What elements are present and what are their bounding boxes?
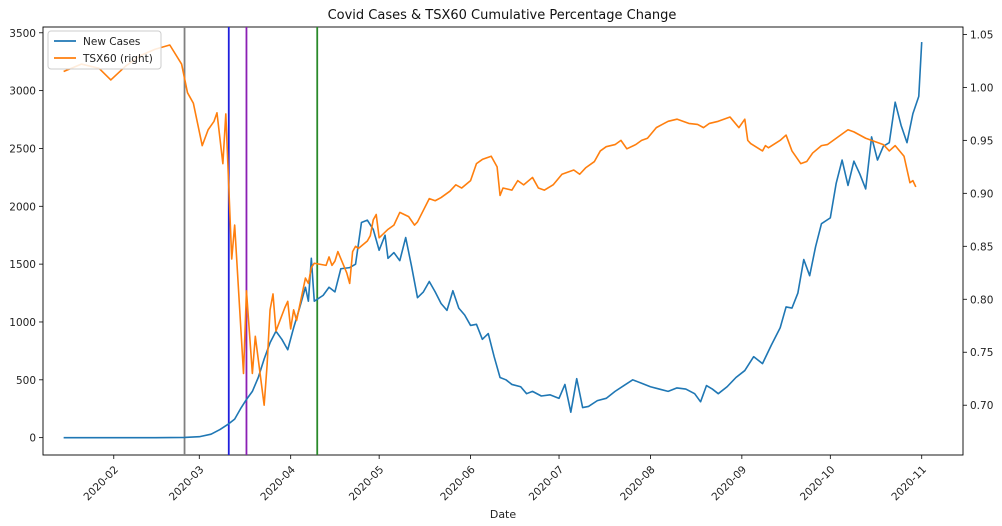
y2-tick-label: 1.00 [970,82,993,94]
y-axis-right: 0.70 0.75 0.80 0.85 0.90 0.95 1.00 1.05 [963,29,993,412]
x-tick-label: 2020-11 [889,464,929,504]
series-lines [63,41,923,439]
chart-title: Covid Cases & TSX60 Cumulative Percentag… [328,8,677,23]
legend: New Cases TSX60 (right) [47,30,162,70]
x-axis: 2020-02 2020-03 2020-04 2020-05 2020-06 2020-… [81,455,929,504]
x-tick-label: 2020-02 [81,464,121,504]
x-tick-label: 2020-04 [258,464,298,504]
x-tick-label: 2020-07 [527,464,567,504]
y2-tick-label: 0.90 [970,188,993,200]
x-tick-label: 2020-05 [347,464,387,504]
y-axis-left: 0 500 1000 1500 2000 2500 3000 3500 [9,28,43,445]
x-axis-title: Date [490,508,517,521]
legend-box [47,30,162,70]
x-tick-label: 2020-10 [798,464,838,504]
y2-tick-label: 0.70 [970,400,993,412]
plot-frame [42,26,964,456]
x-tick-label: 2020-03 [167,464,207,504]
legend-label: TSX60 (right) [82,53,153,65]
series-line-tsx60 [63,44,917,407]
event-lines [183,27,319,455]
x-tick-label: 2020-06 [438,464,478,504]
y2-tick-label: 0.80 [970,294,993,306]
legend-label: New Cases [83,36,140,48]
y-tick-label: 3500 [9,28,36,40]
y-tick-label: 1500 [9,259,36,271]
y2-tick-label: 0.85 [970,241,993,253]
y-tick-label: 500 [16,375,36,387]
y2-tick-label: 0.95 [970,135,993,147]
y-tick-label: 2500 [9,143,36,155]
x-tick-label: 2020-08 [618,464,658,504]
y-tick-label: 2000 [9,201,36,213]
y2-tick-label: 1.05 [970,29,993,41]
y-tick-label: 0 [29,433,36,445]
y2-tick-label: 0.75 [970,347,993,359]
y-tick-label: 1000 [9,317,36,329]
y-tick-label: 3000 [9,86,36,98]
plot-area [42,26,964,456]
x-tick-label: 2020-09 [710,464,750,504]
